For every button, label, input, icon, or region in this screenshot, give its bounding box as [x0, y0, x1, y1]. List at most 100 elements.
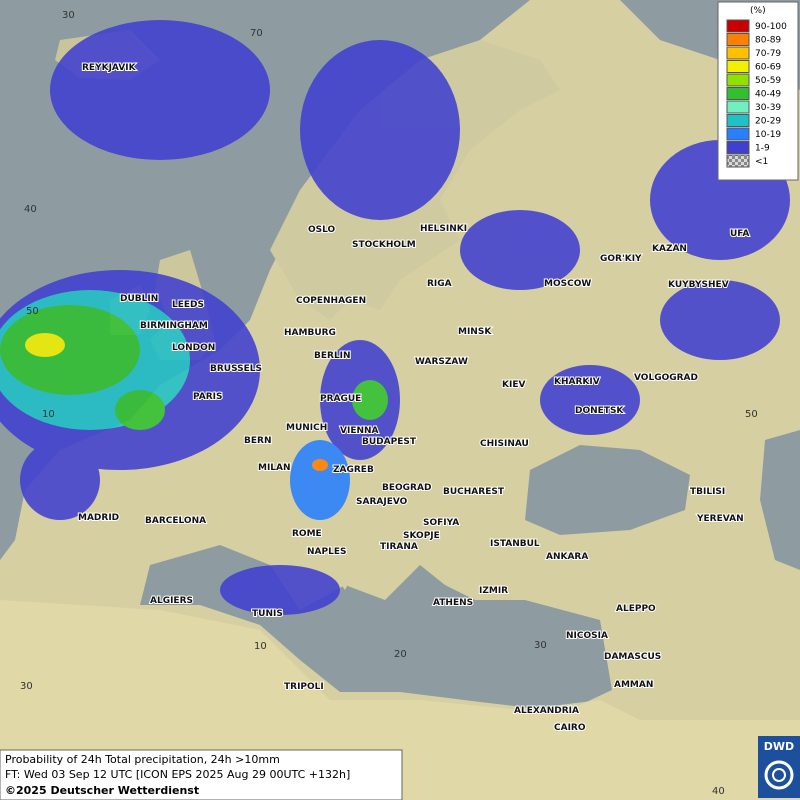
city-labels: REYKJAVIK OSLO STOCKHOLM HELSINKI DUBLIN LEED…	[77, 62, 750, 734]
precip-area	[115, 390, 165, 430]
city-label: HAMBURG	[284, 328, 336, 338]
grid-label: 70	[250, 28, 263, 39]
legend-swatch	[726, 100, 750, 114]
city-label: SARAJEVO	[356, 497, 408, 507]
legend-swatch	[726, 154, 750, 168]
legend-swatch	[726, 141, 750, 154]
precip-area	[312, 459, 328, 471]
city-label: SKOPJE	[403, 531, 440, 541]
city-label: BEOGRAD	[382, 483, 431, 493]
city-label: OSLO	[308, 225, 336, 235]
city-label: ANKARA	[546, 552, 588, 562]
logo-icon	[764, 760, 794, 790]
city-label: ISTANBUL	[490, 539, 540, 549]
city-label: BUCHAREST	[443, 487, 505, 497]
legend-label: <1	[755, 157, 768, 167]
precip-area	[460, 210, 580, 290]
legend-label: 40-49	[755, 90, 781, 100]
city-label: ALEXANDRIA	[514, 706, 579, 716]
logo-text: DWD	[764, 740, 794, 753]
grid-labels: 30 70 40 50 10 10 20 30 30 50 40	[20, 10, 758, 797]
city-label: VIENNA	[340, 426, 379, 436]
city-label: BERN	[244, 436, 271, 446]
legend-items: 90-100 80-89 70-79 60-69 50-59 40-49 30-39 20-2…	[726, 19, 787, 168]
city-label: MILAN	[258, 463, 291, 473]
city-label: MINSK	[458, 327, 492, 337]
grid-label: 50	[26, 306, 39, 317]
precip-area	[540, 365, 640, 435]
legend-label: 30-39	[755, 103, 781, 113]
legend-label: 1-9	[755, 144, 770, 154]
footer-line: ©2025 Deutscher Wetterdienst	[5, 784, 199, 797]
city-label: MUNICH	[286, 423, 327, 433]
grid-label: 40	[24, 204, 37, 215]
legend-label: 60-69	[755, 63, 781, 73]
city-label: BRUSSELS	[210, 364, 262, 374]
city-label: TBILISI	[690, 487, 725, 497]
precip-area	[660, 280, 780, 360]
footer-box	[0, 749, 403, 800]
city-label: DUBLIN	[120, 294, 158, 304]
grid-label: 30	[20, 681, 33, 692]
legend-label: 80-89	[755, 36, 781, 46]
city-label: KUYBYSHEV	[668, 280, 729, 290]
city-label: KIEV	[502, 380, 525, 390]
legend-swatch	[726, 33, 750, 46]
city-label: MOSCOW	[544, 279, 591, 289]
precip-area	[0, 305, 140, 395]
city-label: NAPLES	[307, 547, 346, 557]
grid-label: 20	[394, 649, 407, 660]
precip-area	[290, 440, 350, 520]
city-label: RIGA	[427, 279, 452, 289]
city-label: IZMIR	[479, 586, 508, 596]
city-label: DONETSK	[575, 406, 624, 416]
city-label: MADRID	[78, 513, 119, 523]
city-label: BARCELONA	[145, 516, 206, 526]
city-label: UFA	[730, 229, 749, 239]
legend-label: 50-59	[755, 76, 781, 86]
city-label: BUDAPEST	[362, 437, 417, 447]
precip-area	[20, 440, 100, 520]
legend-label: 10-19	[755, 130, 781, 140]
city-label: LONDON	[172, 343, 215, 353]
legend-swatch	[726, 46, 750, 60]
footer: Probability of 24h Total precipitation, …	[0, 749, 403, 800]
legend-label: 90-100	[755, 22, 787, 32]
grid-label: 30	[62, 10, 75, 21]
city-label: ZAGREB	[333, 465, 374, 475]
precip-area	[352, 380, 388, 420]
city-label: BIRMINGHAM	[140, 321, 208, 331]
precipitation	[0, 20, 790, 615]
precip-area	[50, 20, 270, 160]
city-label: NICOSIA	[566, 631, 608, 641]
city-label: CAIRO	[554, 723, 586, 733]
city-label: TUNIS	[252, 609, 283, 619]
legend-swatch	[726, 73, 750, 87]
grid-label: 50	[745, 409, 758, 420]
city-label: AMMAN	[614, 680, 653, 690]
legend-swatch	[726, 60, 750, 73]
legend-swatch	[726, 19, 750, 33]
city-label: CHISINAU	[480, 439, 529, 449]
italy	[270, 470, 360, 590]
footer-line: FT: Wed 03 Sep 12 UTC [ICON EPS 2025 Aug…	[5, 768, 350, 781]
city-label: KAZAN	[652, 244, 687, 254]
logo: DWD	[758, 736, 800, 798]
legend-label: 70-79	[755, 49, 781, 59]
precip-area	[220, 565, 340, 615]
city-label: STOCKHOLM	[352, 240, 416, 250]
caspian-sea	[760, 430, 800, 570]
precip-area	[25, 333, 65, 357]
city-label: COPENHAGEN	[296, 296, 366, 306]
grid-label: 30	[534, 640, 547, 651]
grid-label: 10	[42, 409, 55, 420]
city-label: PARIS	[193, 392, 223, 402]
legend: (%) 90-100 80-89 70-79 60-69 50-59 40-49 30-39…	[717, 1, 799, 181]
legend-swatch	[726, 127, 750, 141]
city-label: YEREVAN	[696, 514, 744, 524]
legend-title: (%)	[750, 6, 766, 16]
city-label: SOFIYA	[423, 518, 459, 528]
city-label: LEEDS	[172, 300, 204, 310]
grid-label: 40	[712, 786, 725, 797]
